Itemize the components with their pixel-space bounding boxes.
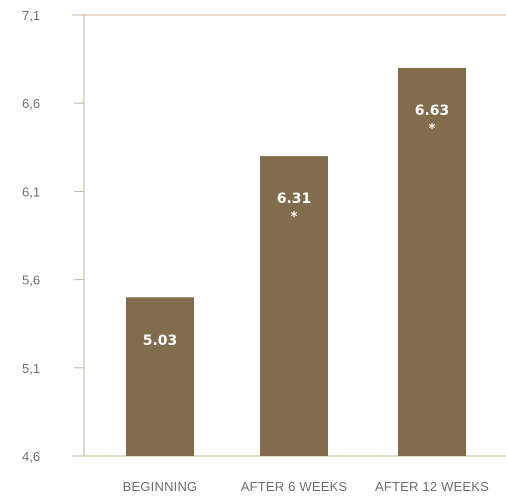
bar-value-label: 6.63	[415, 103, 450, 119]
y-tick-label: 5,1	[22, 361, 40, 376]
significance-marker: *	[429, 122, 436, 137]
y-tick-label: 7,1	[22, 8, 40, 23]
x-category-label: AFTER 12 WEEKS	[375, 479, 489, 494]
bar	[260, 156, 328, 456]
y-tick-label: 4,6	[22, 449, 40, 464]
y-axis-ticks: 4,6 5,1 5,6 6,1 6,6 7,1	[22, 8, 84, 464]
bar-value-label: 6.31	[277, 191, 312, 207]
x-category-label: AFTER 6 WEEKS	[241, 479, 348, 494]
x-category-label: BEGINNING	[123, 479, 198, 494]
y-tick-label: 5,6	[22, 273, 40, 288]
bar	[126, 297, 194, 456]
significance-marker: *	[291, 210, 298, 225]
bars: 5.03 6.31 * 6.63 *	[126, 67, 466, 457]
bar-value-label: 5.03	[143, 333, 178, 349]
x-axis-categories: BEGINNING AFTER 6 WEEKS AFTER 12 WEEKS	[123, 479, 489, 494]
y-tick-label: 6,6	[22, 96, 40, 111]
bar	[398, 67, 466, 457]
y-tick-label: 6,1	[22, 184, 40, 199]
